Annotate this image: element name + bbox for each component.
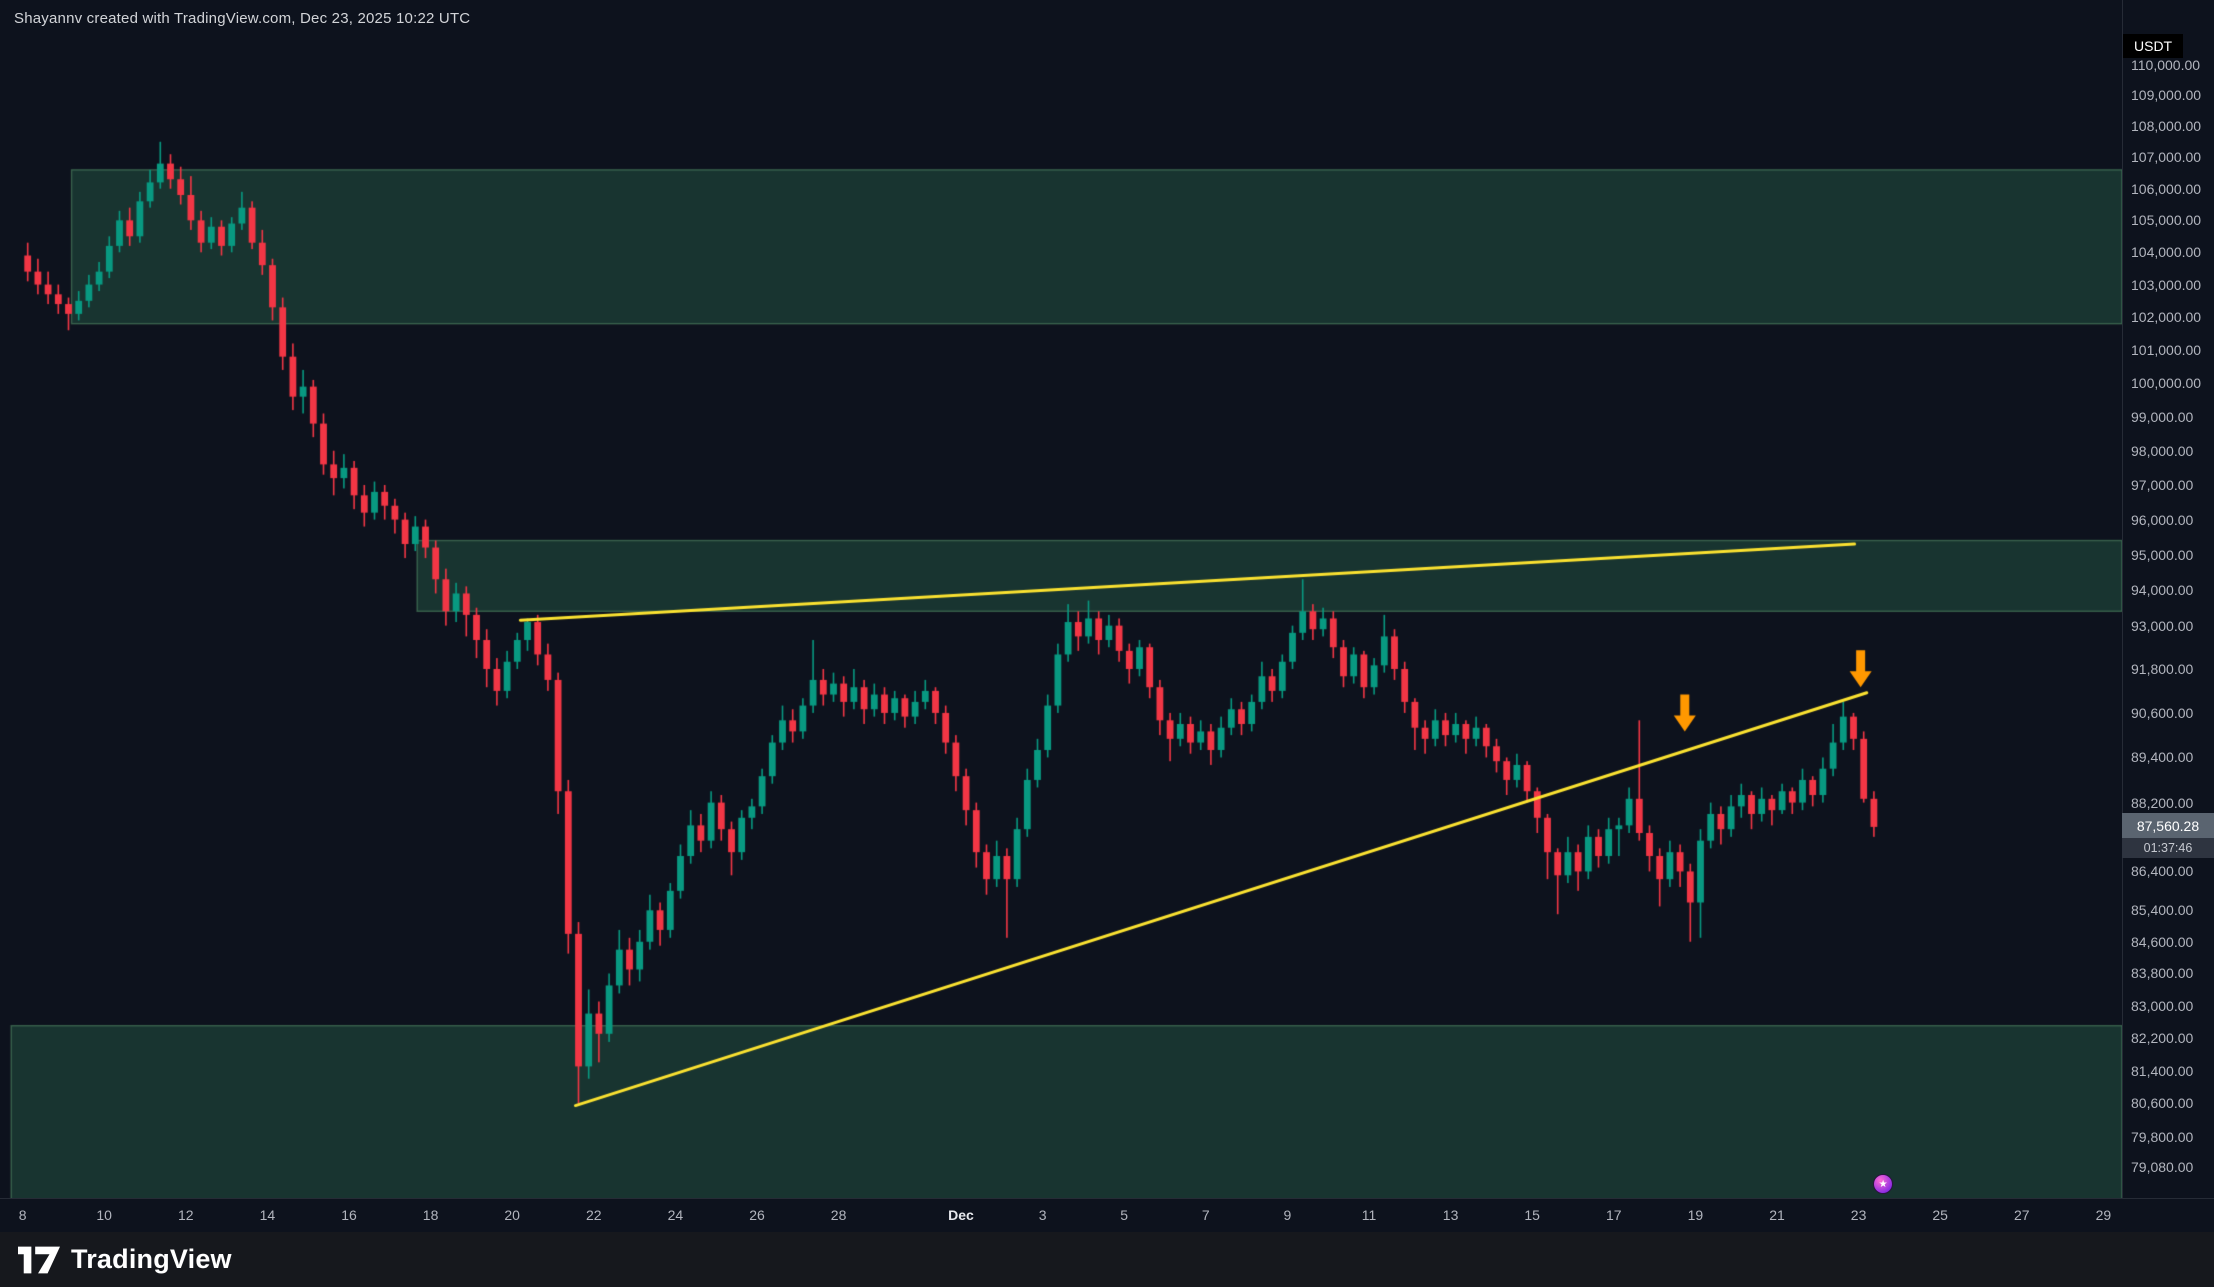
time-axis-label: 13	[1442, 1207, 1459, 1223]
time-axis-label: 18	[422, 1207, 439, 1223]
price-axis-label: 86,400.00	[2131, 863, 2194, 880]
price-axis-label: 94,000.00	[2131, 581, 2194, 598]
price-axis-label: 83,000.00	[2131, 997, 2194, 1014]
time-axis-label: 28	[830, 1207, 847, 1223]
quote-currency-label: USDT	[2134, 38, 2173, 54]
price-axis-label: 88,200.00	[2131, 794, 2194, 811]
tradingview-logo[interactable]: TradingView	[0, 1244, 232, 1275]
candle-countdown: 01:37:46	[2122, 837, 2214, 858]
price-axis-label: 109,000.00	[2131, 87, 2202, 104]
price-axis-label: 95,000.00	[2131, 546, 2194, 563]
price-axis-label: 98,000.00	[2131, 442, 2194, 459]
price-axis-label: 81,400.00	[2131, 1062, 2194, 1079]
time-axis-label: 8	[18, 1207, 27, 1223]
time-axis-label: 20	[504, 1207, 520, 1223]
attribution-text: Shayannv created with TradingView.com, D…	[14, 10, 471, 27]
time-axis-label: 23	[1850, 1207, 1867, 1223]
price-axis-label: 110,000.00	[2131, 57, 2201, 73]
price-axis-label: 82,200.00	[2131, 1029, 2194, 1046]
time-axis-label: 15	[1524, 1207, 1540, 1223]
time-axis-label: 7	[1201, 1207, 1210, 1223]
price-axis-label: 79,800.00	[2131, 1128, 2194, 1145]
price-axis-label: 107,000.00	[2131, 149, 2202, 166]
time-axis-label: 10	[96, 1207, 112, 1223]
time-axis-label: 14	[259, 1207, 276, 1223]
time-axis-label: 9	[1283, 1207, 1292, 1223]
time-axis-label: 25	[1932, 1207, 1948, 1223]
time-axis-label: 11	[1361, 1207, 1377, 1223]
time-axis-label: 27	[2014, 1207, 2030, 1223]
price-axis-label: 93,000.00	[2131, 617, 2194, 634]
time-axis-label: 12	[178, 1207, 194, 1223]
price-axis-label: 84,600.00	[2131, 933, 2194, 950]
price-axis-label: 80,600.00	[2131, 1095, 2194, 1112]
price-axis-label: 102,000.00	[2131, 309, 2202, 326]
time-axis[interactable]: 8 10 12 14 16 18 20 22 24 26 28 Dec 3 5 7 9 11 13 15 17 19 21…	[0, 1198, 2214, 1233]
time-axis-label: 3	[1038, 1207, 1047, 1223]
time-axis-label: 5	[1120, 1207, 1129, 1223]
tradingview-logo-text: TradingView	[71, 1244, 232, 1274]
time-axis-label: 19	[1687, 1207, 1704, 1223]
price-axis-label: 106,000.00	[2131, 180, 2202, 197]
price-axis-label: 83,800.00	[2131, 965, 2194, 982]
price-axis-label: 103,000.00	[2131, 276, 2202, 293]
time-axis-label: 21	[1769, 1207, 1785, 1223]
time-axis-label: 26	[749, 1207, 765, 1223]
bottom-toolbar: TradingView	[0, 1232, 2214, 1287]
price-axis-label: 91,800.00	[2131, 660, 2194, 677]
time-axis-label: 16	[341, 1207, 357, 1223]
time-axis-label: 22	[586, 1207, 602, 1223]
price-axis-label: 101,000.00	[2131, 342, 2202, 359]
last-price-label: 87,560.28 01:37:46	[2122, 812, 2214, 858]
last-price-value: 87,560.28	[2122, 812, 2214, 838]
price-axis-label: 108,000.00	[2131, 118, 2202, 135]
time-axis-label: 24	[667, 1207, 684, 1223]
tradingview-logo-icon	[18, 1246, 60, 1273]
price-axis-label: 100,000.00	[2131, 375, 2202, 392]
event-marker-icon[interactable]: ★	[1873, 1174, 1894, 1194]
price-axis-label: 85,400.00	[2131, 902, 2194, 919]
price-axis-label: 97,000.00	[2131, 476, 2194, 493]
price-axis-label: 99,000.00	[2131, 408, 2194, 425]
time-axis-label: 17	[1606, 1207, 1622, 1223]
time-axis-label: Dec	[948, 1207, 974, 1223]
price-axis-label: 96,000.00	[2131, 511, 2194, 528]
quote-currency-badge: USDT	[2123, 34, 2184, 58]
candlestick-chart-canvas[interactable]	[0, 0, 2122, 1198]
price-axis-label: 90,600.00	[2131, 704, 2194, 721]
price-axis[interactable]: 110,000.00 109,000.00 108,000.00 107,000.00…	[2122, 0, 2214, 1198]
price-axis-label: 79,080.00	[2131, 1159, 2194, 1176]
price-axis-label: 89,400.00	[2131, 749, 2194, 766]
price-axis-label: 105,000.00	[2131, 212, 2202, 229]
price-axis-label: 104,000.00	[2131, 244, 2202, 261]
time-axis-label: 29	[2095, 1207, 2112, 1223]
